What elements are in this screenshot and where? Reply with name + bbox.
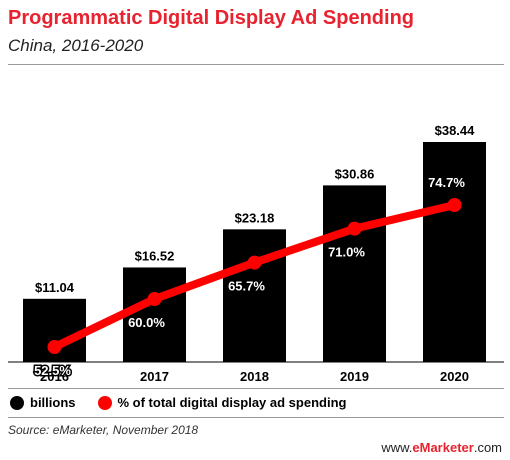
share-point-2020	[447, 198, 462, 212]
bar-2019	[323, 185, 386, 362]
x-tick-2017: 2017	[140, 369, 169, 384]
bar-label-2016: $11.04	[35, 280, 75, 295]
brand-url: www.eMarketer.com	[381, 440, 502, 455]
header-divider	[8, 64, 504, 65]
brand-suffix: .com	[473, 440, 502, 455]
legend-item-share: % of total digital display ad spending	[97, 395, 347, 410]
legend-swatch-share	[97, 395, 112, 410]
share-point-2016	[47, 340, 62, 354]
share-point-2018	[247, 255, 262, 270]
bar-2020	[423, 142, 486, 362]
share-label-2019: 71.0%	[328, 245, 365, 260]
chart-area: $11.04 2016 $16.52 2017 $23.18 2018 $30.86 2019…	[8, 123, 504, 384]
x-tick-2018: 2018	[240, 369, 269, 384]
x-tick-2019: 2019	[340, 369, 369, 384]
share-point-2019	[347, 221, 362, 236]
legend-label-share: % of total digital display ad spending	[117, 395, 347, 410]
legend: billions % of total digital display ad s…	[10, 395, 368, 410]
legend-label-billions: billions	[30, 395, 76, 410]
share-point-2017	[147, 292, 162, 307]
x-tick-2016: 2016	[40, 369, 69, 384]
share-label-2016: 52.5%	[34, 363, 71, 378]
share-label-2020: 74.7%	[428, 175, 465, 190]
legend-divider-top	[8, 388, 504, 389]
legend-item-billions: billions	[10, 395, 76, 410]
brand-prefix: www.	[381, 440, 413, 455]
bar-label-2020: $38.44	[435, 123, 476, 138]
bar-2017	[123, 267, 186, 362]
bar-label-2018: $23.18	[235, 210, 275, 225]
bar-label-2019: $30.86	[335, 166, 375, 181]
bar-label-2017: $16.52	[135, 248, 175, 263]
bar-2018	[223, 229, 286, 362]
share-label-2018: 65.7%	[228, 279, 265, 294]
share-label-2017: 60.0%	[128, 315, 165, 330]
source-note: Source: eMarketer, November 2018	[8, 423, 199, 437]
chart-title: Programmatic Digital Display Ad Spending	[8, 7, 414, 29]
legend-divider-bottom	[8, 417, 504, 418]
x-tick-2020: 2020	[440, 369, 469, 384]
brand-name: eMarketer	[412, 440, 474, 455]
legend-swatch-billions	[10, 395, 24, 410]
chart-subtitle: China, 2016-2020	[8, 36, 144, 55]
